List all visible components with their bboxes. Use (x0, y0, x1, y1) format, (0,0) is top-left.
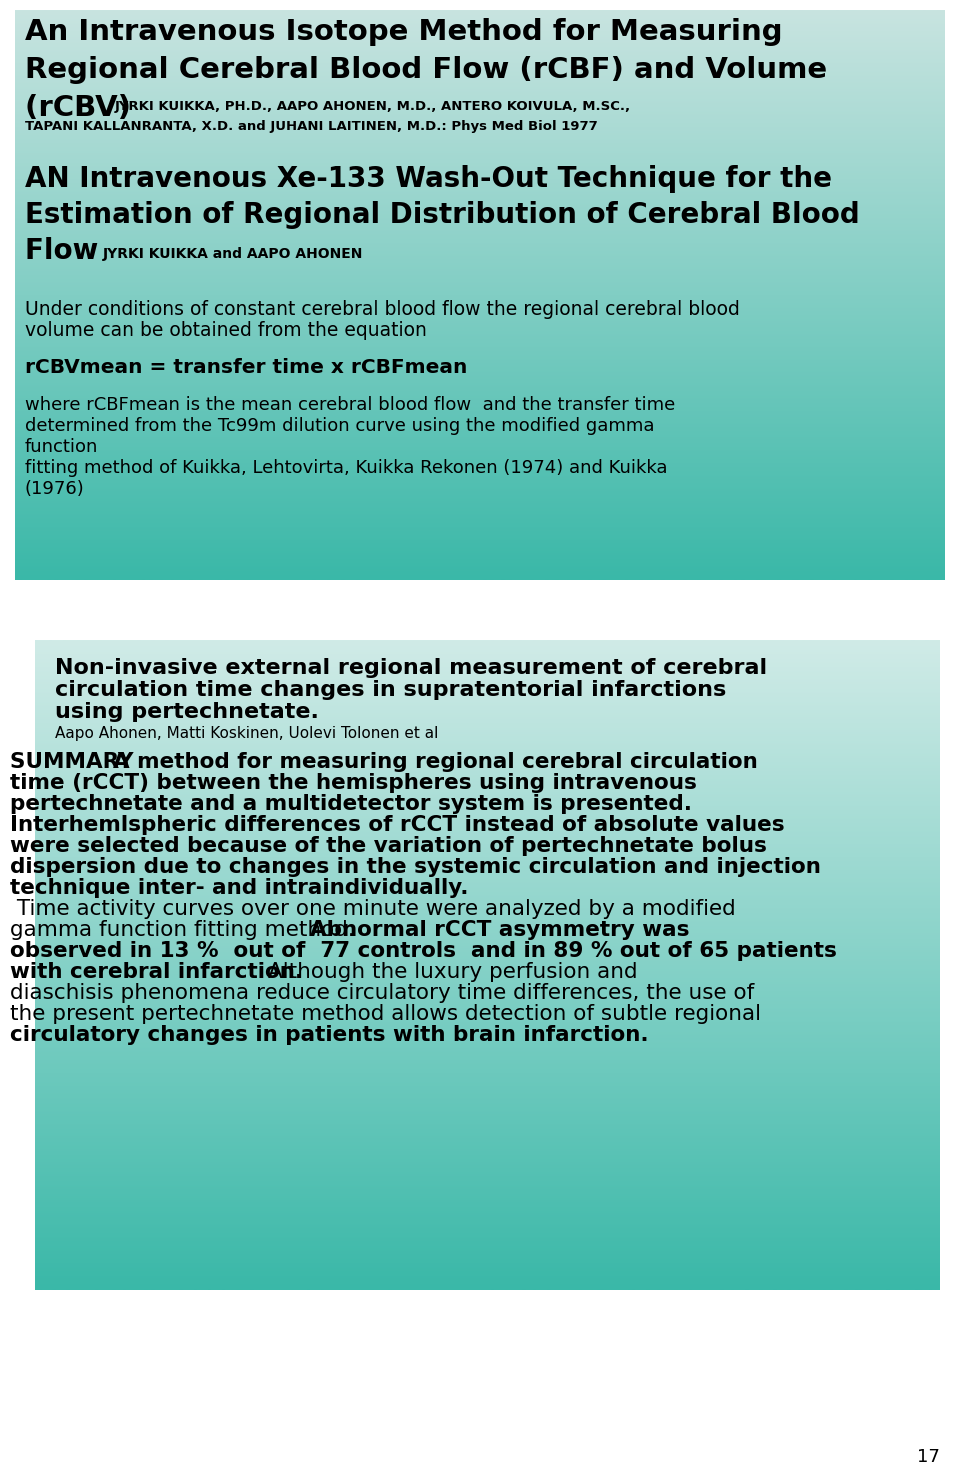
Text: Estimation of Regional Distribution of Cerebral Blood: Estimation of Regional Distribution of C… (25, 201, 860, 229)
Text: Under conditions of constant cerebral blood flow the regional cerebral blood: Under conditions of constant cerebral bl… (25, 300, 740, 319)
Text: 17: 17 (917, 1448, 940, 1466)
Text: determined from the Tc99m dilution curve using the modified gamma: determined from the Tc99m dilution curve… (25, 417, 655, 435)
Text: An Intravenous Isotope Method for Measuring: An Intravenous Isotope Method for Measur… (25, 18, 782, 46)
Text: with cerebral infarction.: with cerebral infarction. (10, 961, 311, 982)
Text: (1976): (1976) (25, 481, 84, 498)
Text: JYRKI KUIKKA, PH.D., AAPO AHONEN, M.D., ANTERO KOIVULA, M.SC.,: JYRKI KUIKKA, PH.D., AAPO AHONEN, M.D., … (115, 100, 631, 113)
Text: SUMMARY: SUMMARY (10, 753, 141, 772)
Text: Although the luxury perfusion and: Although the luxury perfusion and (268, 961, 637, 982)
Text: dispersion due to changes in the systemic circulation and injection: dispersion due to changes in the systemi… (10, 857, 821, 878)
Text: time (rCCT) between the hemispheres using intravenous: time (rCCT) between the hemispheres usin… (10, 773, 697, 792)
Text: AN Intravenous Xe-133 Wash-Out Technique for the: AN Intravenous Xe-133 Wash-Out Technique… (25, 165, 832, 193)
Text: circulation time changes in supratentorial infarctions: circulation time changes in supratentori… (55, 681, 727, 700)
Text: Non-invasive external regional measurement of cerebral: Non-invasive external regional measureme… (55, 659, 767, 678)
Text: circulatory changes in patients with brain infarction.: circulatory changes in patients with bra… (10, 1025, 649, 1045)
Text: observed in 13 %  out of  77 controls  and in 89 % out of 65 patients: observed in 13 % out of 77 controls and … (10, 941, 837, 961)
Text: Time activity curves over one minute were analyzed by a modified: Time activity curves over one minute wer… (10, 900, 735, 919)
Text: the present pertechnetate method allows detection of subtle regional: the present pertechnetate method allows … (10, 1004, 761, 1025)
Text: A method for measuring regional cerebral circulation: A method for measuring regional cerebral… (113, 753, 757, 772)
Text: TAPANI KALLANRANTA, X.D. and JUHANI LAITINEN, M.D.: Phys Med Biol 1977: TAPANI KALLANRANTA, X.D. and JUHANI LAIT… (25, 121, 598, 132)
Text: gamma function fitting method.: gamma function fitting method. (10, 920, 362, 939)
Text: function: function (25, 438, 98, 456)
Text: diaschisis phenomena reduce circulatory time differences, the use of: diaschisis phenomena reduce circulatory … (10, 983, 755, 1003)
Text: fitting method of Kuikka, Lehtovirta, Kuikka Rekonen (1974) and Kuikka: fitting method of Kuikka, Lehtovirta, Ku… (25, 459, 667, 476)
Text: (rCBV): (rCBV) (25, 94, 141, 122)
Text: rCBVmean = transfer time x rCBFmean: rCBVmean = transfer time x rCBFmean (25, 359, 468, 376)
Text: volume can be obtained from the equation: volume can be obtained from the equation (25, 320, 427, 340)
Text: Abnormal rCCT asymmetry was: Abnormal rCCT asymmetry was (310, 920, 689, 939)
Text: Regional Cerebral Blood Flow (rCBF) and Volume: Regional Cerebral Blood Flow (rCBF) and … (25, 56, 828, 84)
Text: were selected because of the variation of pertechnetate bolus: were selected because of the variation o… (10, 836, 767, 856)
Text: Flow: Flow (25, 237, 108, 265)
Text: Interhemlspheric differences of rCCT instead of absolute values: Interhemlspheric differences of rCCT ins… (10, 814, 784, 835)
Text: technique inter- and intraindividually.: technique inter- and intraindividually. (10, 878, 468, 898)
Text: JYRKI KUIKKA and AAPO AHONEN: JYRKI KUIKKA and AAPO AHONEN (103, 247, 364, 262)
Text: Aapo Ahonen, Matti Koskinen, Uolevi Tolonen et al: Aapo Ahonen, Matti Koskinen, Uolevi Tolo… (55, 726, 439, 741)
Text: pertechnetate and a multidetector system is presented.: pertechnetate and a multidetector system… (10, 794, 692, 814)
Text: using pertechnetate.: using pertechnetate. (55, 703, 319, 722)
Text: where rCBFmean is the mean cerebral blood flow  and the transfer time: where rCBFmean is the mean cerebral bloo… (25, 395, 675, 415)
